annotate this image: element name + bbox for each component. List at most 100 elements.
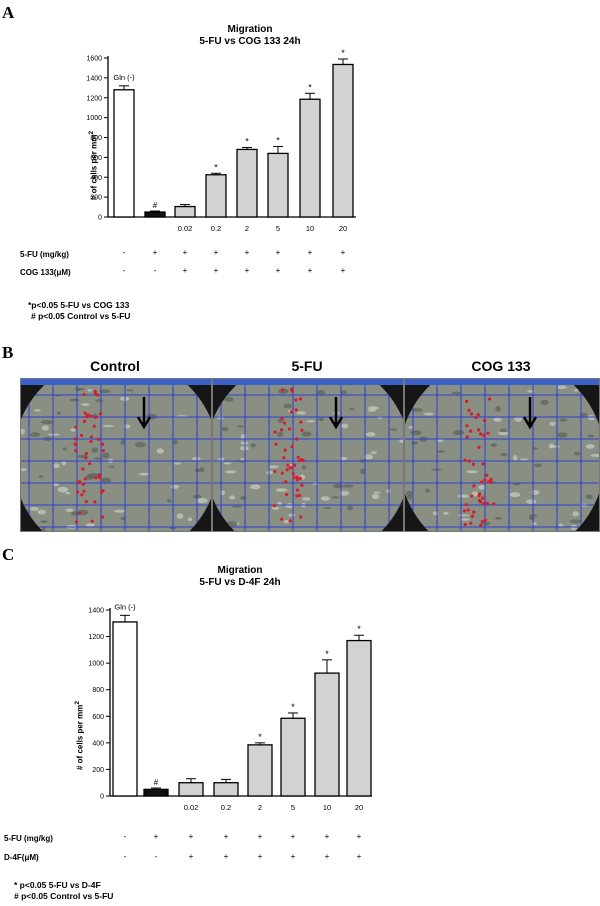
micrograph-5fu-cell xyxy=(365,432,376,437)
chart-a-ytick-label-0: 0 xyxy=(98,215,102,222)
micrograph-cog133-cell xyxy=(540,399,549,406)
chart-a-bar-0 xyxy=(113,89,135,218)
micrograph-control-field xyxy=(21,385,211,531)
micrograph-control-cell xyxy=(166,498,172,503)
micrograph-5fu-cell xyxy=(240,458,246,461)
chart-a-row1-mark-5: + xyxy=(275,248,281,257)
micrograph-control-cell xyxy=(71,511,81,516)
chart-c-row2-label: D-4F(μM) xyxy=(4,853,39,862)
chart-a-row1-mark-3: + xyxy=(213,248,219,257)
micrograph-control-cell xyxy=(70,428,76,432)
chart-c-xtick-label-5: 5 xyxy=(291,803,295,812)
micrograph-cog133-red-dot xyxy=(485,501,489,505)
chart-a-row1-label: 5-FU (mg/kg) xyxy=(20,250,69,259)
chart-a-ytick-label-1: 200 xyxy=(90,195,102,202)
micrograph-control-cell xyxy=(173,439,178,445)
micrograph-control-cell xyxy=(176,513,184,519)
micrograph-cog133-red-dot xyxy=(465,435,469,439)
micrograph-cog133-cell xyxy=(436,450,446,453)
micrograph-5fu-cell xyxy=(283,403,292,409)
micrograph-5fu-red-dot xyxy=(298,397,303,401)
micrograph-5fu-cell xyxy=(240,496,247,501)
chart-c-ytick-label-5: 1000 xyxy=(88,661,104,668)
micrograph-5fu-red-dot xyxy=(297,493,302,498)
micrograph-cog133-red-dot xyxy=(486,431,490,435)
micrograph-cog133-red-dot xyxy=(465,424,469,428)
micrograph-5fu-cell xyxy=(363,454,374,460)
micrograph-control-cell xyxy=(40,419,53,425)
chart-c-row2-mark-1: - xyxy=(154,852,158,861)
micrograph-5fu-cell xyxy=(223,462,232,465)
chart-c-row1-mark-5: + xyxy=(290,832,296,841)
micrograph-cog133-red-dot xyxy=(482,502,486,506)
micrograph-5fu-cell xyxy=(306,420,316,423)
chart-c-marker-6: * xyxy=(325,649,329,659)
micrograph-control-cell xyxy=(170,484,180,489)
micrograph-control-red-dot xyxy=(83,477,87,481)
micrograph-cog133 xyxy=(404,378,600,532)
chart-c-title-line1: Migration xyxy=(217,565,263,576)
micrograph-5fu-red-dot xyxy=(273,504,277,508)
micrograph-cog133-cell xyxy=(471,491,479,497)
micrograph-5fu-red-dot xyxy=(279,428,284,432)
micrograph-control-red-dot xyxy=(84,499,88,504)
chart-a-ytick-label-4: 800 xyxy=(90,135,102,142)
chart-c-title-line2: 5-FU vs D-4F 24h xyxy=(199,577,281,588)
micrograph-control-cell xyxy=(65,491,71,495)
micrograph-cog133-cell xyxy=(430,468,442,471)
micrograph-cog133-red-dot xyxy=(463,522,467,527)
chart-a-row2-mark-5: + xyxy=(275,266,281,275)
micrograph-cog133-cell xyxy=(585,444,595,449)
chart-c-note-1: * p<0.05 5-FU vs D-4F xyxy=(14,880,101,890)
micrograph-control-cell xyxy=(101,452,110,459)
chart-c-xtick-label-6: 10 xyxy=(323,803,331,812)
micrograph-cog133-red-dot xyxy=(489,477,493,481)
micrograph-cog133-red-dot xyxy=(462,509,467,513)
micrograph-5fu-cell xyxy=(219,490,225,496)
micrograph-5fu-cell xyxy=(341,423,349,429)
micrograph-5fu-cell xyxy=(221,426,229,432)
chart-c-notes: * p<0.05 5-FU vs D-4F # p<0.05 Control v… xyxy=(14,880,113,902)
chart-a-ytick-label-7: 1400 xyxy=(86,75,102,82)
micrograph-cog133-cell xyxy=(500,428,507,433)
chart-c-bar-0 xyxy=(112,621,138,797)
micrograph-cog133-cell xyxy=(585,494,593,500)
micrograph-5fu-cell xyxy=(236,425,244,428)
chart-c-ytick-label-4: 800 xyxy=(92,687,104,694)
micrograph-5fu-cell xyxy=(389,428,398,431)
micrograph-control-red-dot xyxy=(73,437,78,441)
micrograph-5fu-red-dot xyxy=(296,455,300,459)
micrograph-cog133-cell xyxy=(557,432,568,438)
micrograph-cog133-cell xyxy=(549,443,555,449)
chart-c-row2-mark-2: + xyxy=(188,852,194,861)
micrograph-control-cell xyxy=(95,399,104,403)
micrograph-5fu-cell xyxy=(225,470,237,474)
micrograph-control-red-dot xyxy=(81,482,85,486)
chart-a-title-line1: Migration xyxy=(227,24,273,35)
chart-c-row2-mark-3: + xyxy=(223,852,229,861)
micrograph-cog133-cell xyxy=(495,405,501,412)
micrograph-control-cell xyxy=(52,463,60,469)
chart-c-xtick-label-7: 20 xyxy=(355,803,363,812)
micrograph-cog133-red-dot xyxy=(482,433,486,438)
chart-a-marker-1: # xyxy=(153,201,158,210)
micrograph-control-cell xyxy=(138,472,150,476)
chart-a-bar-7 xyxy=(332,63,354,218)
chart-c-row1-mark-3: + xyxy=(223,832,229,841)
micrograph-control-red-dot xyxy=(89,435,94,439)
micrograph-5fu-cell xyxy=(223,396,234,402)
chart-c-ytick-label-7: 1400 xyxy=(88,608,104,615)
chart-a-xtick-label-2: 0.02 xyxy=(178,224,193,233)
micrograph-control-cell xyxy=(29,432,41,438)
chart-a-xtick-label-6: 10 xyxy=(306,224,314,233)
micrograph-5fu-cell xyxy=(217,415,224,420)
micrograph-5fu-red-dot xyxy=(280,388,284,392)
micrograph-cog133-cell xyxy=(587,414,596,421)
chart-c-xtick-label-4: 2 xyxy=(258,803,262,812)
chart-c-bar-2 xyxy=(178,782,204,797)
micrograph-5fu-red-dot xyxy=(284,480,288,484)
micrograph-5fu-red-dot xyxy=(280,517,284,521)
micrograph-5fu-red-dot xyxy=(299,515,303,519)
micrograph-control-cell xyxy=(85,523,96,527)
micrograph-cog133-red-dot xyxy=(480,519,485,524)
